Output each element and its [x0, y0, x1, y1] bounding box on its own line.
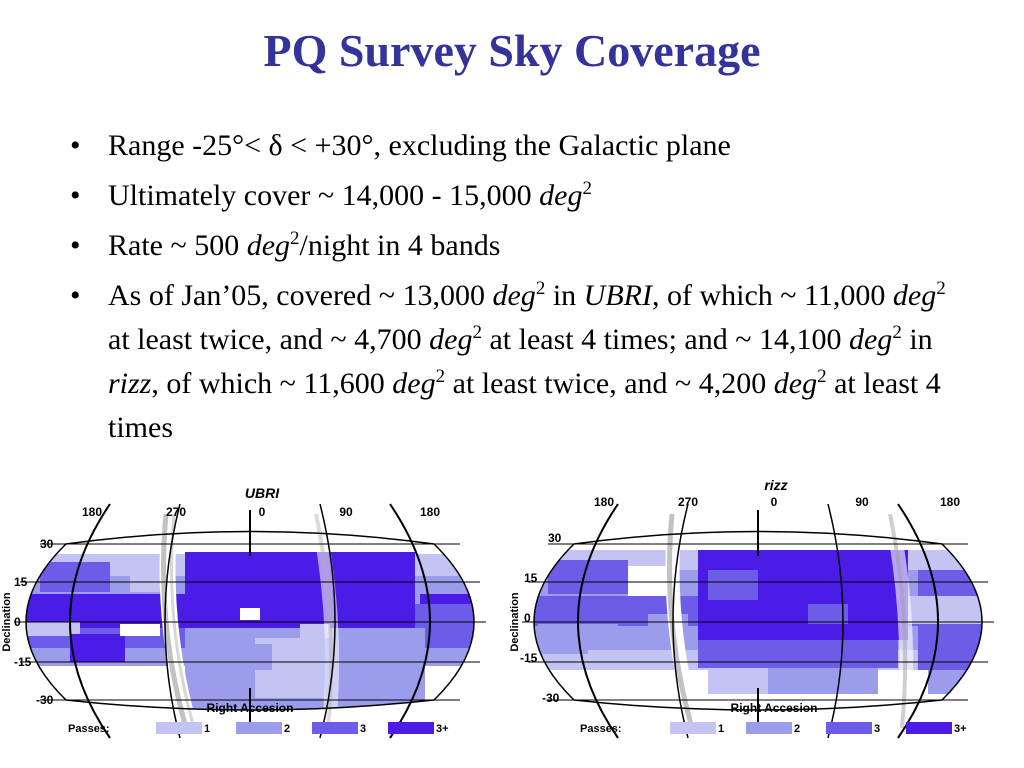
dec-tick: 15: [14, 575, 28, 589]
ra-tick: 90: [855, 495, 869, 509]
ra-tick: 0: [771, 495, 778, 509]
svg-text:2: 2: [794, 723, 800, 735]
svg-text:2: 2: [284, 723, 290, 735]
legend-swatch-2: [236, 722, 282, 734]
svg-text:3+: 3+: [436, 723, 449, 735]
ra-tick: 270: [166, 505, 186, 519]
ubri-coverage-map: UBRI 180 270 0 90 180 30 15 0 -15 -30 De…: [0, 474, 500, 768]
svg-text:1: 1: [204, 723, 210, 735]
svg-text:Passes:: Passes:: [580, 723, 622, 735]
dec-tick: 0: [524, 611, 531, 625]
legend-swatch-1: [670, 722, 716, 734]
rizz-x-axis-label: Right Accesion: [731, 701, 818, 715]
dec-tick: 30: [548, 531, 562, 545]
svg-text:Passes:: Passes:: [68, 723, 110, 735]
rizz-y-axis-label: Declination: [509, 592, 521, 652]
ra-tick: 180: [594, 495, 614, 509]
legend-swatch-1: [156, 722, 202, 734]
svg-text:3: 3: [360, 723, 366, 735]
ra-tick: 90: [339, 505, 353, 519]
rizz-legend: Passes: 1 2 3 3+: [580, 722, 967, 735]
dec-tick: 15: [524, 571, 538, 585]
dec-tick: -15: [520, 651, 538, 665]
legend-swatch-3plus: [388, 722, 434, 734]
bullet-list: Range -25°< δ < +30°, excluding the Gala…: [68, 124, 968, 456]
bullet-rate: Rate ~ 500 deg2/night in 4 bands: [68, 224, 968, 268]
rizz-coverage-tiles: [534, 531, 982, 710]
ra-tick: 180: [82, 505, 102, 519]
rizz-map-title: rizz: [764, 477, 787, 493]
svg-text:3+: 3+: [954, 723, 967, 735]
ra-tick: 270: [678, 495, 698, 509]
ubri-y-axis-label: Declination: [1, 592, 13, 652]
rizz-map-figure: rizz 180 270 0 90 180 30 15 0 -15 -30 De…: [509, 477, 994, 739]
ra-tick: 180: [940, 495, 960, 509]
dec-tick: 0: [14, 615, 21, 629]
legend-swatch-3plus: [906, 722, 952, 734]
ra-tick: 180: [420, 505, 440, 519]
legend-swatch-3: [312, 722, 358, 734]
ubri-legend: Passes: 1 2 3 3+: [68, 722, 449, 735]
svg-text:1: 1: [718, 723, 724, 735]
slide-title: PQ Survey Sky Coverage: [263, 25, 761, 76]
bullet-coverage-goal: Ultimately cover ~ 14,000 - 15,000 deg2: [68, 174, 968, 218]
ra-tick: 0: [259, 505, 266, 519]
dec-tick: -30: [36, 693, 54, 707]
dec-tick: -30: [542, 691, 560, 705]
svg-text:3: 3: [874, 723, 880, 735]
rizz-coverage-map: rizz 180 270 0 90 180 30 15 0 -15 -30 De…: [508, 474, 1008, 768]
ubri-x-axis-label: Right Accesion: [207, 701, 294, 715]
dec-tick: 30: [40, 537, 54, 551]
ubri-map-figure: UBRI 180 270 0 90 180 30 15 0 -15 -30 De…: [1, 485, 486, 739]
dec-tick: -15: [14, 655, 32, 669]
legend-swatch-2: [746, 722, 792, 734]
bullet-status: As of Jan’05, covered ~ 13,000 deg2 in U…: [68, 274, 968, 450]
legend-swatch-3: [826, 722, 872, 734]
bullet-range: Range -25°< δ < +30°, excluding the Gala…: [68, 124, 968, 168]
ubri-map-title: UBRI: [245, 485, 280, 501]
